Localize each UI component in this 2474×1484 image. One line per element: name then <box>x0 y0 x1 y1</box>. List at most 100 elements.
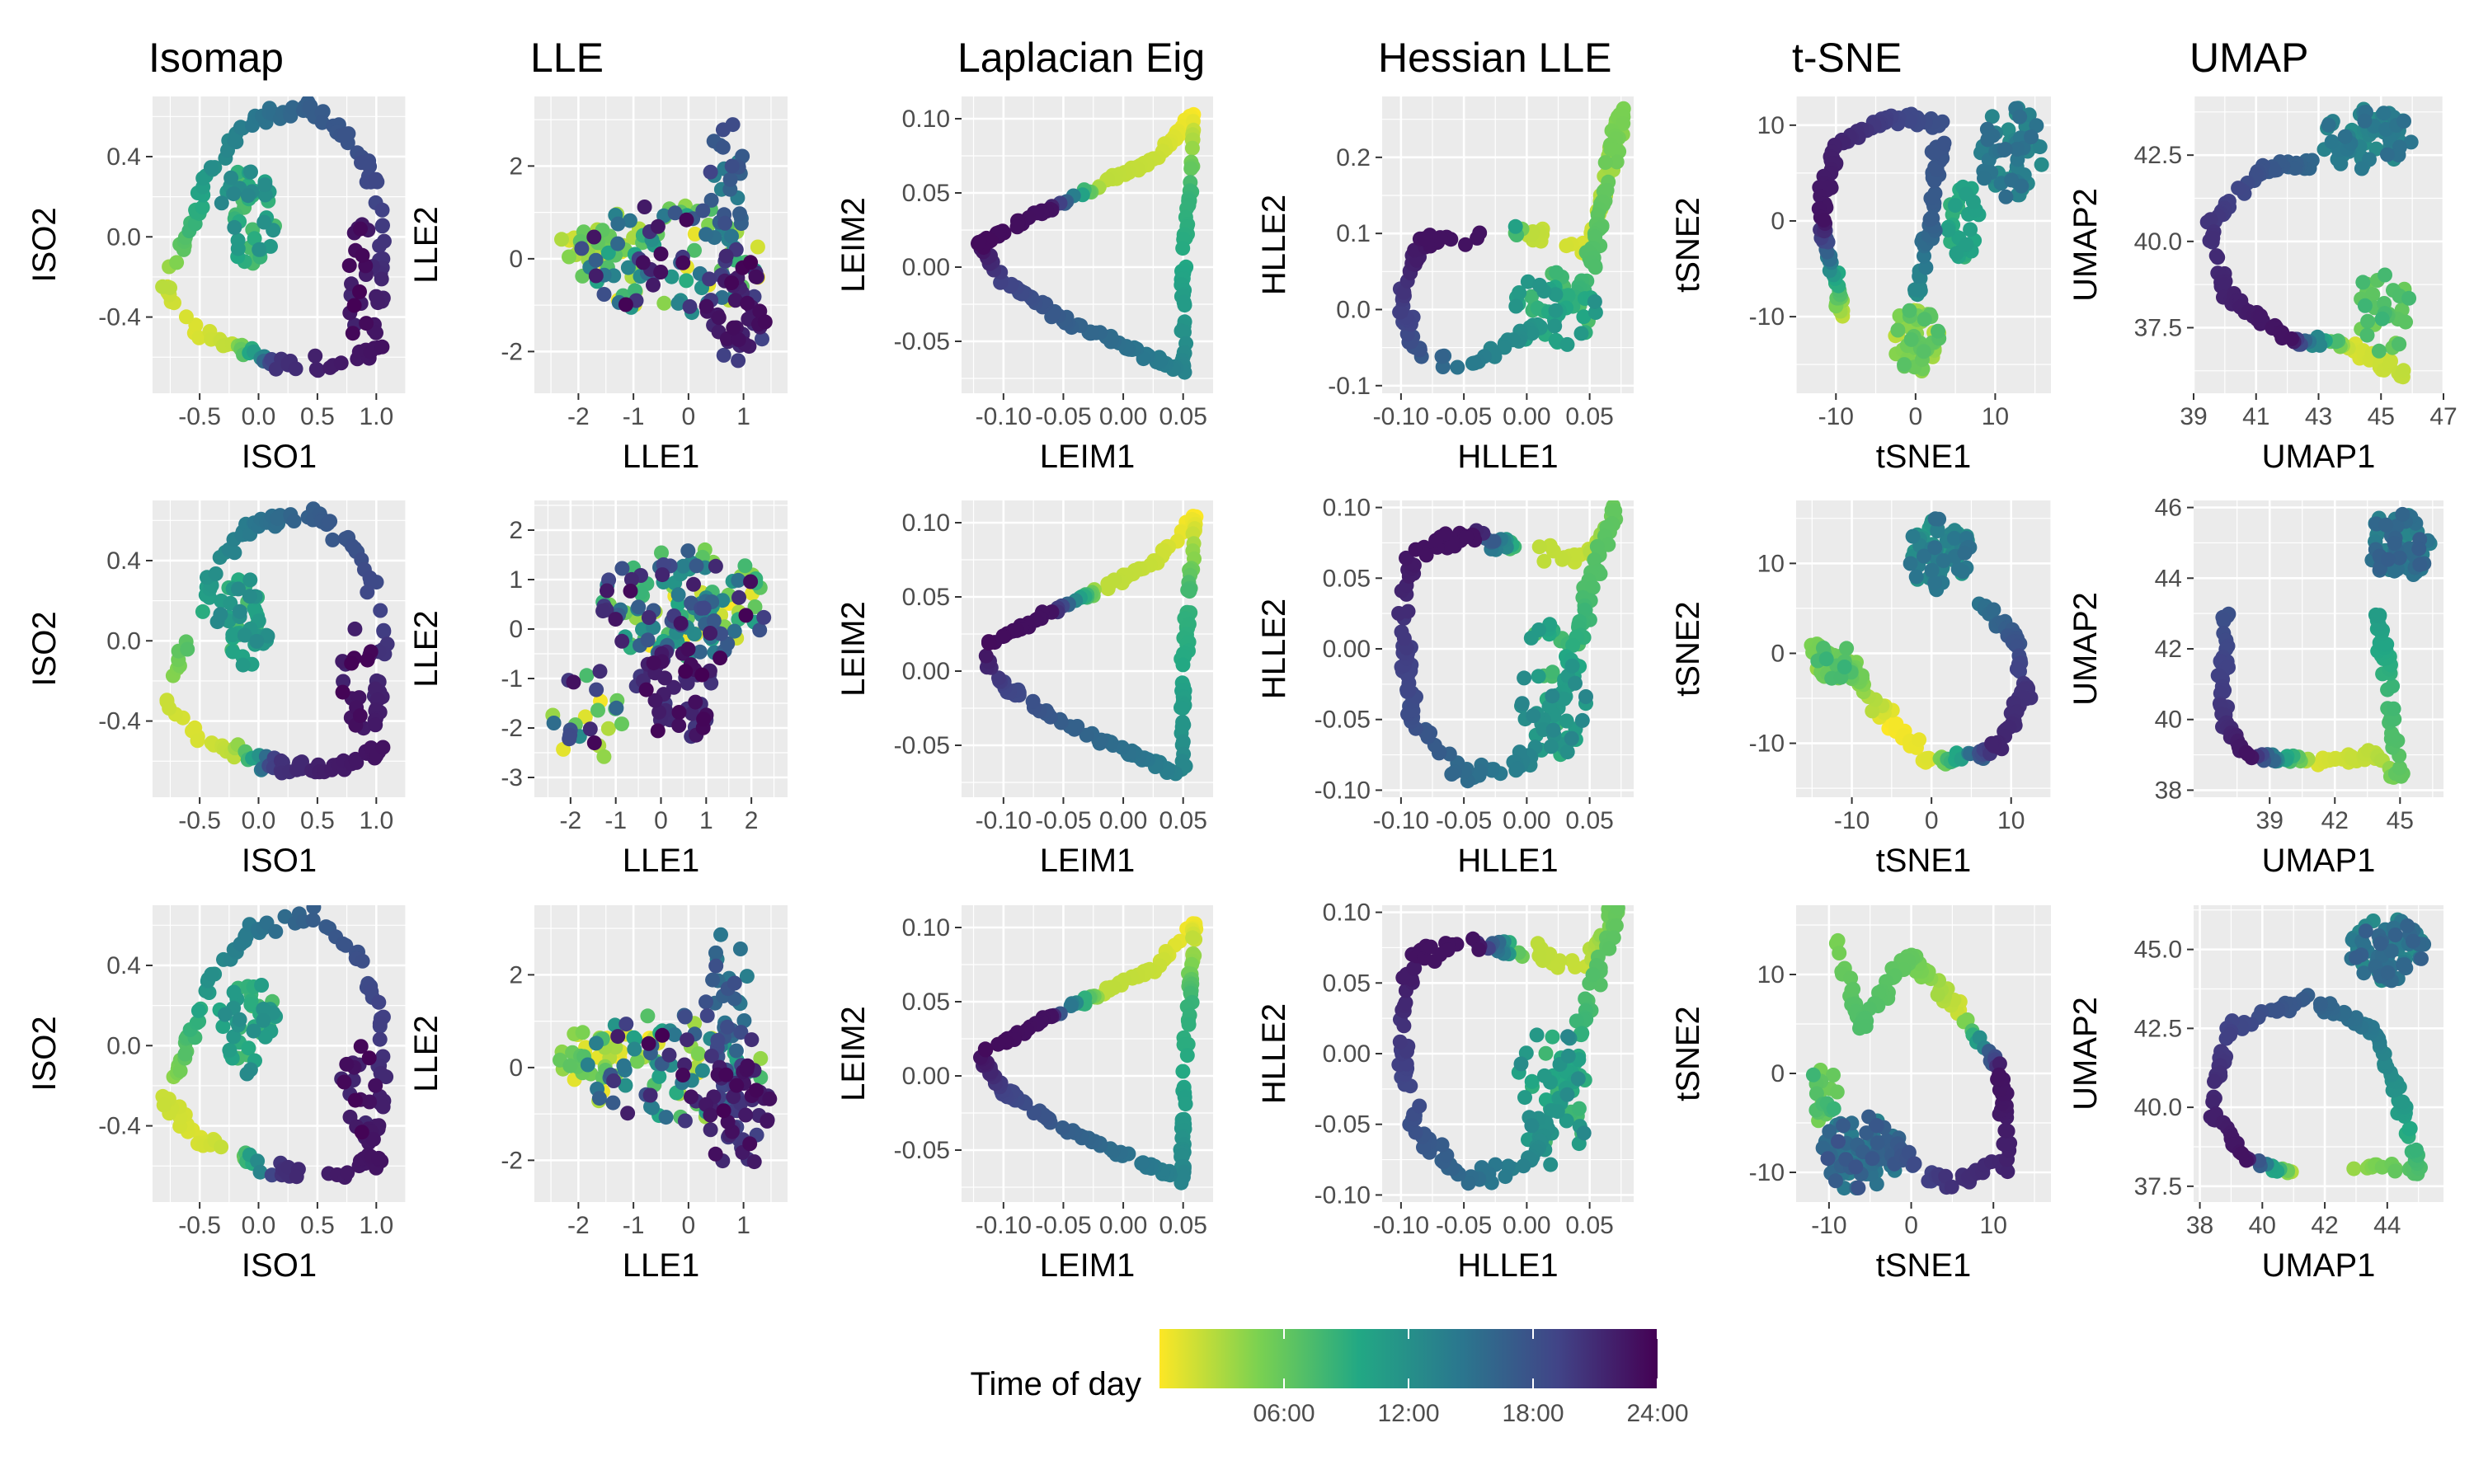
scatter-point <box>374 202 390 218</box>
scatter-point <box>242 589 257 604</box>
scatter-point <box>1543 1157 1559 1172</box>
scatter-point <box>2222 1027 2238 1043</box>
scatter-point <box>616 1058 632 1073</box>
y-tick-label: -0.4 <box>98 304 141 331</box>
scatter-point <box>1997 1123 2013 1139</box>
x-tick-label: 1.0 <box>359 403 393 430</box>
x-tick-label: 0.05 <box>1565 1212 1613 1239</box>
scatter-point <box>646 277 661 293</box>
y-axis-label: UMAP2 <box>2067 592 2104 706</box>
scatter-point <box>750 239 765 255</box>
scatter-point <box>675 1068 691 1082</box>
scatter-point <box>2000 1164 2015 1180</box>
scatter-point <box>359 316 374 331</box>
scatter-points <box>155 905 394 1185</box>
scatter-point <box>325 532 341 547</box>
scatter-point <box>1836 1118 1851 1134</box>
scatter-point <box>698 298 714 314</box>
x-tick-label: -0.5 <box>178 403 221 430</box>
scatter-point <box>257 177 273 193</box>
scatter-point <box>1408 542 1423 557</box>
scatter-point <box>1944 1179 1959 1195</box>
y-tick-label: 0 <box>509 246 523 273</box>
scatter-point <box>1585 580 1601 595</box>
scatter-point <box>2398 314 2413 330</box>
scatter-point <box>638 682 654 697</box>
x-tick-label: -0.05 <box>1436 1212 1492 1239</box>
x-tick-label: -1 <box>623 1212 645 1239</box>
scatter-point <box>177 1046 193 1062</box>
scatter-point <box>1608 918 1624 933</box>
y-tick-label: 10 <box>1757 112 1785 139</box>
scatter-point <box>1843 970 1859 986</box>
scatter-point <box>1585 967 1601 983</box>
scatter-point <box>1175 701 1191 716</box>
scatter-point <box>756 609 772 625</box>
scatter-point <box>2346 1161 2362 1176</box>
scatter-point <box>2210 250 2226 265</box>
scatter-point <box>345 326 360 341</box>
x-axis-label: LLE1 <box>623 439 699 475</box>
scatter-point <box>2380 147 2395 162</box>
scatter-point <box>1517 1090 1532 1106</box>
y-tick-label: 0.00 <box>902 658 950 685</box>
scatter-point <box>2378 267 2392 283</box>
scatter-point <box>1851 1180 1866 1195</box>
scatter-point <box>1940 223 1956 238</box>
scatter-point <box>204 966 219 982</box>
scatter-point <box>588 252 604 268</box>
x-tick-label: -0.05 <box>1436 403 1492 430</box>
y-axis-label: UMAP2 <box>2067 188 2104 302</box>
scatter-point <box>1026 1106 1042 1121</box>
scatter-point <box>718 248 734 264</box>
x-tick-label: -0.05 <box>1436 807 1492 834</box>
x-axis-label: LEIM1 <box>1040 1247 1136 1284</box>
x-tick-label: 0.05 <box>1565 403 1613 430</box>
scatter-point <box>675 255 691 270</box>
scatter-point <box>708 558 723 574</box>
scatter-point <box>1009 219 1025 235</box>
scatter-point <box>371 1150 387 1166</box>
scatter-point <box>667 205 683 221</box>
scatter-point <box>757 314 773 330</box>
y-tick-label: 37.5 <box>2134 314 2182 341</box>
scatter-point <box>222 1042 238 1058</box>
scatter-point <box>698 227 714 242</box>
scatter-point <box>2395 1094 2411 1110</box>
scatter-point <box>1486 533 1502 549</box>
scatter-point <box>368 1078 383 1093</box>
scatter-point <box>1517 670 1532 686</box>
y-tick-label: 44 <box>2155 565 2182 592</box>
scatter-point <box>1134 1156 1150 1172</box>
scatter-point <box>336 1074 352 1090</box>
scatter-point <box>646 655 661 671</box>
scatter-point <box>651 1068 667 1084</box>
y-tick-label: 0.00 <box>902 1063 950 1090</box>
y-tick-label: -2 <box>501 715 523 742</box>
scatter-point <box>1992 1067 2007 1082</box>
x-tick-label: -10 <box>1811 1212 1846 1239</box>
scatter-point <box>1512 285 1527 300</box>
scatter-point <box>1416 1139 1431 1155</box>
scatter-point <box>1829 1084 1845 1100</box>
scatter-point <box>733 1025 749 1040</box>
scatter-point <box>2324 134 2340 149</box>
scatter-point <box>1182 584 1197 599</box>
scatter-point <box>195 171 211 186</box>
x-tick-label: 0.00 <box>1099 807 1147 834</box>
scatter-point <box>732 942 748 956</box>
scatter-point <box>1393 304 1409 320</box>
scatter-point <box>2376 106 2392 121</box>
scatter-point <box>1576 1125 1592 1141</box>
scatter-point <box>1565 637 1581 653</box>
scatter-point <box>1997 142 2013 157</box>
x-tick-label: -1 <box>623 403 645 430</box>
scatter-point <box>354 1125 369 1140</box>
scatter-point <box>336 674 351 689</box>
scatter-point <box>670 295 686 311</box>
scatter-point <box>1918 260 1934 275</box>
scatter-point <box>2360 313 2376 329</box>
x-tick-label: 0.05 <box>1159 403 1206 430</box>
scatter-point <box>1587 305 1603 320</box>
